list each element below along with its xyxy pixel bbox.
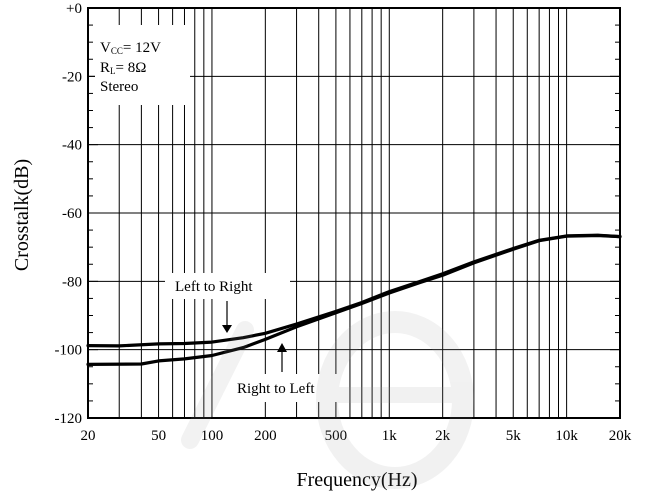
grid [88,8,620,418]
watermark-stroke-2 [316,311,474,489]
watermark-stroke-1 [181,321,254,449]
tick-labels: 20 50 100 200 500 1k 2k 5k 10k 20k +0 -20 -40 -60 -80 -… [55,1,632,444]
y-tick-label: -80 [62,274,82,290]
x-tick-label: 50 [151,428,166,444]
x-tick-label: 200 [254,428,277,444]
annotation-left-to-right-arrowhead [222,325,232,333]
annotation-right-to-left-arrowhead [277,343,287,352]
x-tick-label: 2k [435,428,451,444]
condition-stereo: Stereo [100,79,138,95]
y-tick-label: -120 [55,411,83,427]
ticks [88,7,620,419]
annotation-right-to-left-text: Right to Left [237,381,315,397]
annotation-left-to-right: Left to Right [165,273,290,333]
conditions-box: VCC= 12V RL= 8Ω Stereo [95,25,190,105]
annotation-left-to-right-text: Left to Right [175,279,253,295]
annotation-right-to-left: Right to Left [228,343,340,402]
y-tick-label: -60 [62,206,82,222]
condition-rl: RL= 8Ω [100,60,146,76]
annotation-left-to-right-bg [165,273,290,299]
x-tick-label: 5k [506,428,522,444]
y-tick-label: -100 [55,343,83,359]
x-tick-label: 20 [81,428,96,444]
x-axis-title: Frequency(Hz) [296,469,417,491]
y-tick-label: -20 [62,69,82,85]
y-axis-title: Crosstalk(dB) [11,159,33,271]
condition-vcc: VCC= 12V [100,40,161,56]
y-tick-label: +0 [66,1,82,17]
annotation-right-to-left-bg [228,374,340,402]
series-group [86,233,622,366]
x-tick-label: 1k [382,428,398,444]
x-tick-label: 100 [201,428,224,444]
x-tick-label: 20k [609,428,632,444]
watermark [181,311,474,489]
y-tick-label: -40 [62,138,82,154]
conditions-box-bg [95,25,190,105]
x-tick-label: 500 [325,428,348,444]
series-line-right-to-left [86,233,622,366]
x-tick-label: 10k [555,428,578,444]
